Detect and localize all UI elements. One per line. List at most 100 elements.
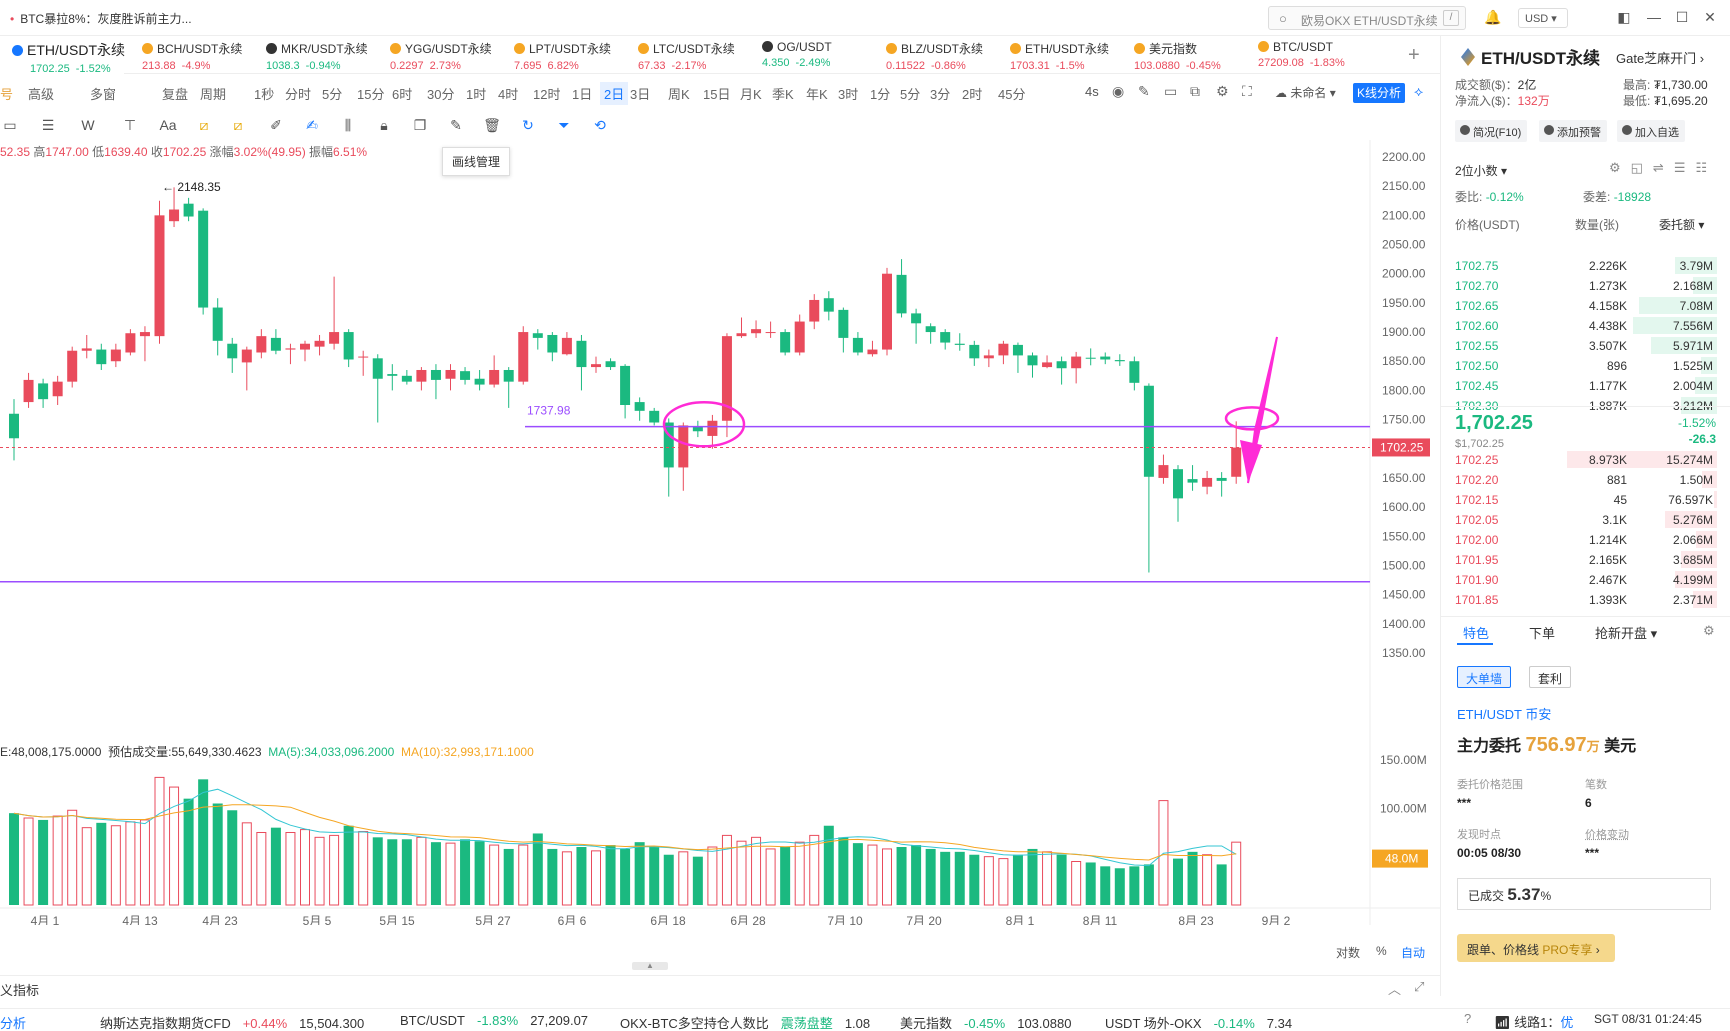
fullscreen-icon[interactable]: ⛶	[1242, 83, 1252, 100]
ask-row[interactable]: 1702.65 4.158K 7.08M	[1441, 296, 1730, 316]
expand-icon[interactable]: ⤢	[1414, 979, 1424, 995]
period-option[interactable]: 3日	[630, 84, 650, 103]
window-icon[interactable]: ▭	[1164, 83, 1177, 100]
chevron-up-icon[interactable]: ︿	[1388, 979, 1401, 998]
toolbar-item[interactable]: 多窗	[90, 84, 116, 103]
refresh-icon[interactable]: ⟲	[590, 115, 610, 135]
ticker-item[interactable]: BTC/USDT -1.83% 27,209.07	[400, 1013, 588, 1028]
kline-analysis-button[interactable]: K线分析	[1353, 83, 1405, 103]
ask-row[interactable]: 1702.60 4.438K 7.556M	[1441, 316, 1730, 336]
period-option[interactable]: 1秒	[254, 84, 274, 103]
news-headline[interactable]: • BTC暴拉8%：灰度胜诉前主力...	[10, 10, 192, 27]
pencil-icon[interactable]: ✎	[1138, 83, 1150, 100]
period-option[interactable]: 1时	[466, 84, 486, 103]
close-icon[interactable]: ✕	[1702, 9, 1718, 25]
add-alert-button[interactable]: 添加预警	[1539, 120, 1607, 142]
orderbook-icons[interactable]: ⚙◱⇌☰☷	[1609, 160, 1717, 176]
ask-row[interactable]: 1702.45 1.177K 2.004M	[1441, 376, 1730, 396]
ticker-item[interactable]: 分析	[0, 1013, 50, 1031]
fib-tool-icon[interactable]: ⊤	[120, 115, 140, 135]
tab-new-listing[interactable]: 抢新开盘 ▾	[1595, 623, 1657, 642]
trash-icon[interactable]: 🗑︎	[482, 115, 502, 135]
period-option[interactable]: 15日	[703, 84, 730, 103]
tab-symbol[interactable]: BCH/USDT永续 213.88 -4.9%	[142, 36, 266, 74]
toolbar-item[interactable]: 周期	[200, 84, 226, 103]
ticker-item[interactable]: USDT 场外-OKX -0.14% 7.34	[1105, 1013, 1292, 1031]
text-tool-icon[interactable]: Aa	[158, 115, 178, 135]
tab-settings-icon[interactable]: ⚙	[1703, 623, 1715, 639]
pattern-tool-icon[interactable]: ⧄	[194, 115, 214, 135]
ask-row[interactable]: 1702.70 1.273K 2.168M	[1441, 276, 1730, 296]
period-option[interactable]: 季K	[772, 84, 794, 103]
pair-exchange[interactable]: ETH/USDT 币安	[1457, 704, 1551, 723]
col-amt[interactable]: 委托额 ▾	[1659, 216, 1704, 233]
bid-row[interactable]: 1702.25 8.973K 15.274M	[1441, 450, 1730, 470]
gear-icon[interactable]: ⚙	[1216, 83, 1229, 100]
maximize-icon[interactable]: ☐	[1674, 9, 1690, 25]
tab-symbol[interactable]: 美元指数 103.0880 -0.45%	[1134, 36, 1258, 74]
toolbar-item[interactable]: 高级	[28, 84, 54, 103]
period-option[interactable]: 5分	[900, 84, 920, 103]
bid-row[interactable]: 1702.05 3.1K 5.276M	[1441, 510, 1730, 530]
pattern2-tool-icon[interactable]: ⧄	[228, 115, 248, 135]
period-option[interactable]: 分时	[285, 84, 311, 103]
layout-icon[interactable]: ◧	[1616, 9, 1632, 25]
ask-row[interactable]: 1702.55 3.507K 5.971M	[1441, 336, 1730, 356]
bid-row[interactable]: 1701.85 1.393K 2.371M	[1441, 590, 1730, 610]
search-box[interactable]: ○ 欧易OKX ETH/USDT永续 /	[1268, 6, 1466, 30]
drawing-ellipse[interactable]	[664, 402, 744, 446]
currency-select[interactable]: USD ▾	[1518, 8, 1568, 28]
pro-feature-button[interactable]: 跟单、价格线 PRO专享 ›	[1457, 934, 1615, 962]
period-option[interactable]: 1分	[870, 84, 890, 103]
ask-row[interactable]: 1702.75 2.226K 3.79M	[1441, 256, 1730, 276]
period-option[interactable]: 6时	[392, 84, 412, 103]
hline-tool-icon[interactable]: ☰	[38, 115, 58, 135]
period-option[interactable]: 2时	[962, 84, 982, 103]
collapse-handle[interactable]: ▲	[632, 962, 668, 970]
tab-symbol[interactable]: BTC/USDT 27209.08 -1.83%	[1258, 36, 1382, 74]
tab-symbol[interactable]: YGG/USDT永续 0.2297 2.73%	[390, 36, 514, 74]
scale-log-button[interactable]: 对数	[1336, 944, 1360, 961]
kline-chart[interactable]: 2200.00 2150.00 2100.00 2050.00 2000.00 1950.…	[0, 140, 1440, 925]
bid-row[interactable]: 1702.15 45 76.597K	[1441, 490, 1730, 510]
period-option[interactable]: 月K	[740, 84, 762, 103]
tab-symbol[interactable]: ETH/USDT永续 1703.31 -1.5%	[1010, 36, 1134, 74]
period-option[interactable]: 周K	[668, 84, 690, 103]
wave-tool-icon[interactable]: W	[78, 115, 98, 135]
network-line[interactable]: 📶︎ 线路1：优	[1494, 1012, 1573, 1031]
scale-pct-button[interactable]: %	[1376, 944, 1387, 958]
bid-row[interactable]: 1701.90 2.467K 4.199M	[1441, 570, 1730, 590]
tab-order[interactable]: 下单	[1529, 623, 1555, 642]
exchange-select[interactable]: Gate芝麻开门 ›	[1616, 48, 1704, 67]
period-option[interactable]: 30分	[427, 84, 454, 103]
filter-icon[interactable]: ⏷	[554, 115, 574, 135]
tab-symbol[interactable]: ETH/USDT永续 1702.25 -1.52%	[0, 36, 124, 74]
ticker-item[interactable]: 纳斯达克指数期货CFD +0.44% 15,504.300	[100, 1013, 364, 1031]
lock-tool-icon[interactable]: 🔒︎	[374, 115, 394, 135]
copy-tool-icon[interactable]: ❐	[410, 115, 430, 135]
add-watchlist-button[interactable]: 加入自选	[1617, 120, 1685, 142]
bid-row[interactable]: 1701.95 2.165K 3.685M	[1441, 550, 1730, 570]
tab-symbol[interactable]: LPT/USDT永续 7.695 6.82%	[514, 36, 638, 74]
ask-row[interactable]: 1702.50 896 1.525M	[1441, 356, 1730, 376]
toolbar-item[interactable]: 号	[0, 84, 13, 103]
add-tab-icon[interactable]: +	[1408, 44, 1420, 67]
period-option[interactable]: 2日	[600, 82, 628, 105]
bid-row[interactable]: 1702.20 881 1.50M	[1441, 470, 1730, 490]
search-input[interactable]: 欧易OKX ETH/USDT永续	[1301, 12, 1438, 29]
bid-row[interactable]: 1702.00 1.214K 2.066M	[1441, 530, 1730, 550]
tab-symbol[interactable]: LTC/USDT永续 67.33 -2.17%	[638, 36, 762, 74]
period-option[interactable]: 3分	[930, 84, 950, 103]
toolbar-item[interactable]: 复盘	[162, 84, 188, 103]
period-option[interactable]: 年K	[806, 84, 828, 103]
period-option[interactable]: 5分	[322, 84, 342, 103]
rect-tool-icon[interactable]: ▭	[0, 115, 20, 135]
period-option[interactable]: 15分	[357, 84, 384, 103]
period-option[interactable]: 45分	[998, 84, 1025, 103]
ticker-item[interactable]: 美元指数 -0.45% 103.0880	[900, 1013, 1071, 1031]
candle-tool-icon[interactable]: ⫼	[338, 115, 358, 135]
period-option[interactable]: 3时	[838, 84, 858, 103]
minimize-icon[interactable]: —	[1646, 9, 1662, 25]
period-option[interactable]: 1日	[572, 84, 592, 103]
scale-auto-button[interactable]: 自动	[1401, 944, 1425, 961]
